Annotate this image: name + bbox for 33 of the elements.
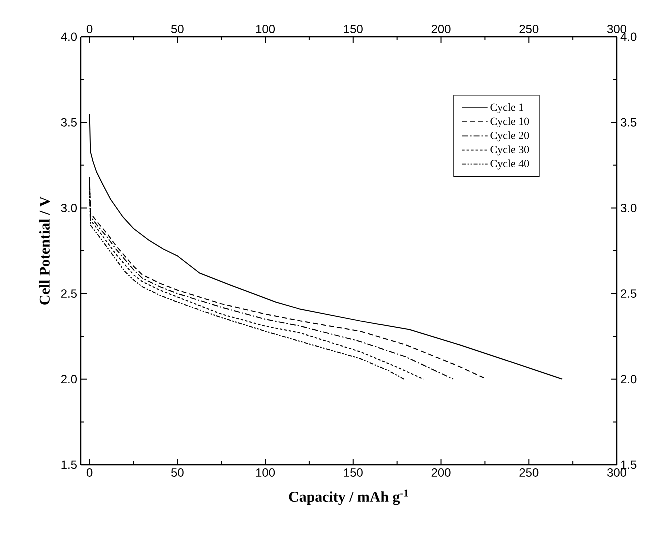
legend-label: Cycle 30 <box>490 146 530 156</box>
y-axis-title: Cell Potential / V <box>39 196 50 305</box>
y2-tick-label: 4.0 <box>620 32 637 42</box>
legend-label: Cycle 20 <box>490 132 530 142</box>
y-tick-label: 2.0 <box>61 375 78 384</box>
x-tick-label: 250 <box>520 468 539 477</box>
x2-tick-label: 0 <box>86 25 93 34</box>
x2-tick-label: 50 <box>171 25 184 34</box>
legend-label: Cycle 10 <box>490 118 530 128</box>
y2-tick-label: 3.0 <box>620 204 637 212</box>
x2-tick-label: 300 <box>607 25 627 34</box>
y2-tick-label: 2.0 <box>621 375 637 384</box>
x-tick-label: 300 <box>607 468 627 477</box>
x2-tick-label: 250 <box>520 25 539 34</box>
x-axis-title: Capacity / mAh g$^{-1}$ <box>289 490 408 506</box>
y-tick-label: 4.0 <box>61 32 78 42</box>
x-tick-label: 0 <box>86 468 93 477</box>
x2-tick-label: 200 <box>432 25 451 34</box>
x-tick-label: 50 <box>171 468 184 477</box>
y2-tick-label: 1.5 <box>621 460 637 470</box>
y-tick-label: 3.0 <box>61 204 78 212</box>
y-tick-label: 2.5 <box>61 290 77 298</box>
legend-label: Cycle 1 <box>490 103 524 114</box>
legend-label: Cycle 40 <box>490 160 530 170</box>
x2-tick-label: 100 <box>256 25 276 34</box>
x-tick-label: 200 <box>432 468 451 477</box>
y-tick-label: 1.5 <box>62 460 77 470</box>
y2-tick-label: 3.5 <box>620 118 637 127</box>
y-tick-label: 3.5 <box>61 118 77 127</box>
y2-tick-label: 2.5 <box>621 290 637 298</box>
x2-tick-label: 150 <box>344 25 363 34</box>
x-tick-label: 100 <box>256 468 276 477</box>
x-tick-label: 150 <box>344 468 363 477</box>
